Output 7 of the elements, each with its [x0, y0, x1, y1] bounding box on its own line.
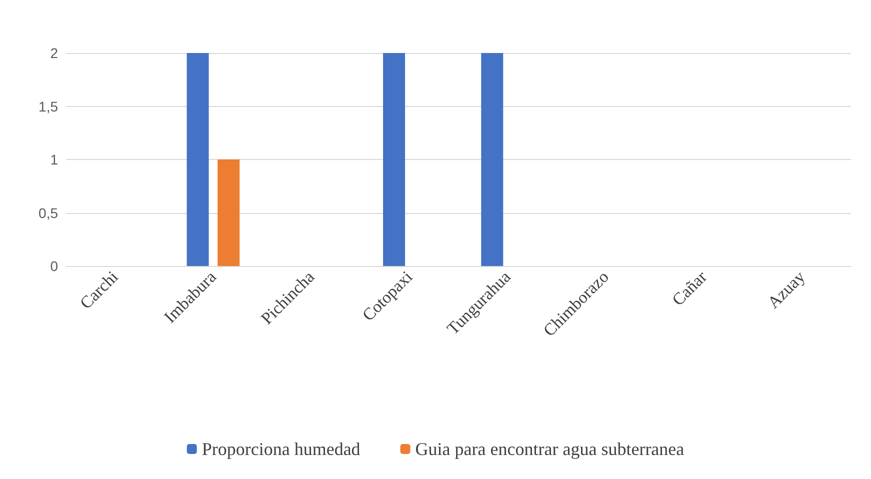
y-tick-label: 0,5	[38, 204, 58, 221]
legend-label: Guia para encontrar agua subterranea	[415, 439, 684, 459]
y-tick-label: 2	[50, 45, 58, 61]
legend-label: Proporciona humedad	[202, 439, 360, 459]
y-tick-label: 0	[50, 258, 58, 274]
y-tick-label: 1,5	[38, 98, 58, 114]
y-tick-label: 1	[50, 152, 58, 168]
